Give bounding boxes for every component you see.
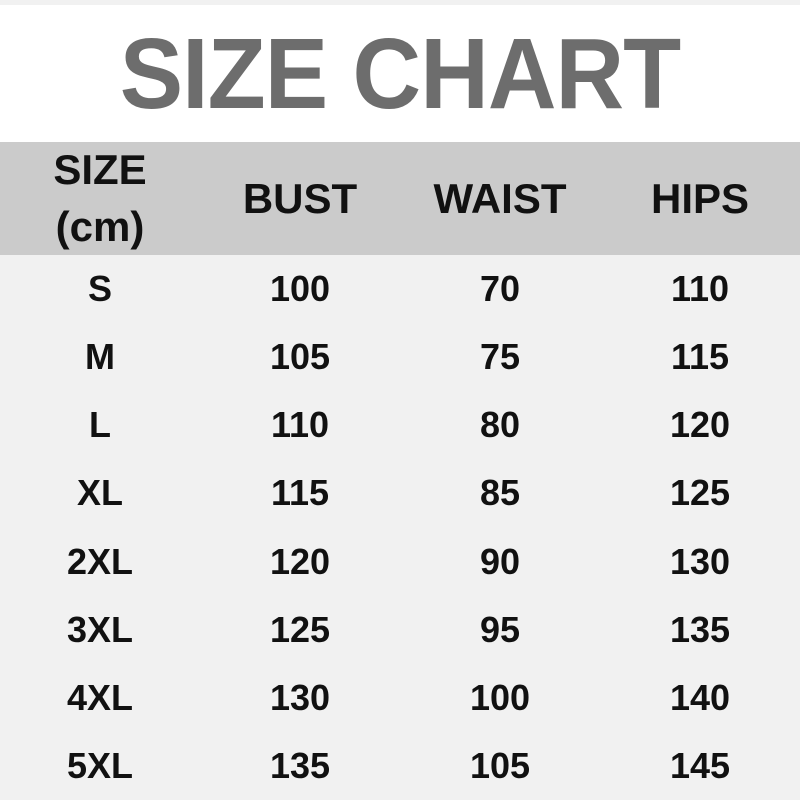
waist-cell: 80 bbox=[479, 404, 521, 446]
size-cell: M bbox=[85, 336, 115, 378]
bust-cell: 100 bbox=[269, 268, 331, 310]
hips-cell: 145 bbox=[669, 744, 731, 786]
table-row: 5XL 135 105 145 bbox=[0, 732, 800, 800]
bust-cell: 130 bbox=[269, 676, 331, 718]
hips-cell: 140 bbox=[669, 676, 731, 718]
hips-cell: 120 bbox=[669, 404, 731, 446]
waist-cell: 75 bbox=[479, 336, 521, 378]
hips-cell: 135 bbox=[669, 608, 731, 650]
size-cell: 4XL bbox=[66, 676, 134, 718]
waist-cell: 105 bbox=[469, 744, 531, 786]
bust-cell: 120 bbox=[269, 540, 331, 582]
bust-cell: 105 bbox=[269, 336, 331, 378]
bust-cell: 115 bbox=[270, 472, 330, 514]
table-row: XL 115 85 125 bbox=[0, 459, 800, 527]
column-header-bust: BUST bbox=[242, 174, 358, 222]
table-row: 3XL 125 95 135 bbox=[0, 596, 800, 664]
bust-cell: 135 bbox=[269, 744, 331, 786]
title-band: SIZE CHART bbox=[0, 5, 800, 142]
column-header-hips: HIPS bbox=[650, 174, 750, 222]
table-row: 2XL 120 90 130 bbox=[0, 528, 800, 596]
hips-cell: 110 bbox=[670, 268, 730, 310]
table-header-row: SIZE (cm) BUST WAIST HIPS bbox=[0, 142, 800, 255]
size-cell: S bbox=[87, 268, 112, 310]
column-header-size: SIZE (cm) bbox=[0, 142, 200, 255]
size-cell: 3XL bbox=[66, 608, 134, 650]
size-cell: 5XL bbox=[66, 744, 134, 786]
page-title: SIZE CHART bbox=[119, 17, 681, 130]
table-row: M 105 75 115 bbox=[0, 323, 800, 391]
hips-cell: 115 bbox=[670, 336, 730, 378]
size-cell: 2XL bbox=[66, 540, 134, 582]
waist-cell: 85 bbox=[479, 472, 521, 514]
waist-cell: 70 bbox=[479, 268, 521, 310]
bust-cell: 110 bbox=[270, 404, 330, 446]
top-margin-strip bbox=[0, 0, 800, 5]
bust-cell: 125 bbox=[269, 608, 331, 650]
table-body: S 100 70 110 M 105 75 115 L 110 80 120 X… bbox=[0, 255, 800, 800]
waist-cell: 90 bbox=[479, 540, 521, 582]
size-cell: XL bbox=[76, 472, 123, 514]
table-row: 4XL 130 100 140 bbox=[0, 664, 800, 732]
hips-cell: 130 bbox=[669, 540, 731, 582]
waist-cell: 95 bbox=[479, 608, 521, 650]
waist-cell: 100 bbox=[469, 676, 531, 718]
size-header-line1: SIZE bbox=[53, 146, 147, 193]
size-cell: L bbox=[89, 404, 111, 446]
table-row: L 110 80 120 bbox=[0, 391, 800, 459]
column-header-waist: WAIST bbox=[433, 174, 567, 222]
hips-cell: 125 bbox=[669, 472, 731, 514]
table-row: S 100 70 110 bbox=[0, 255, 800, 323]
size-header-line2: (cm) bbox=[55, 202, 145, 250]
